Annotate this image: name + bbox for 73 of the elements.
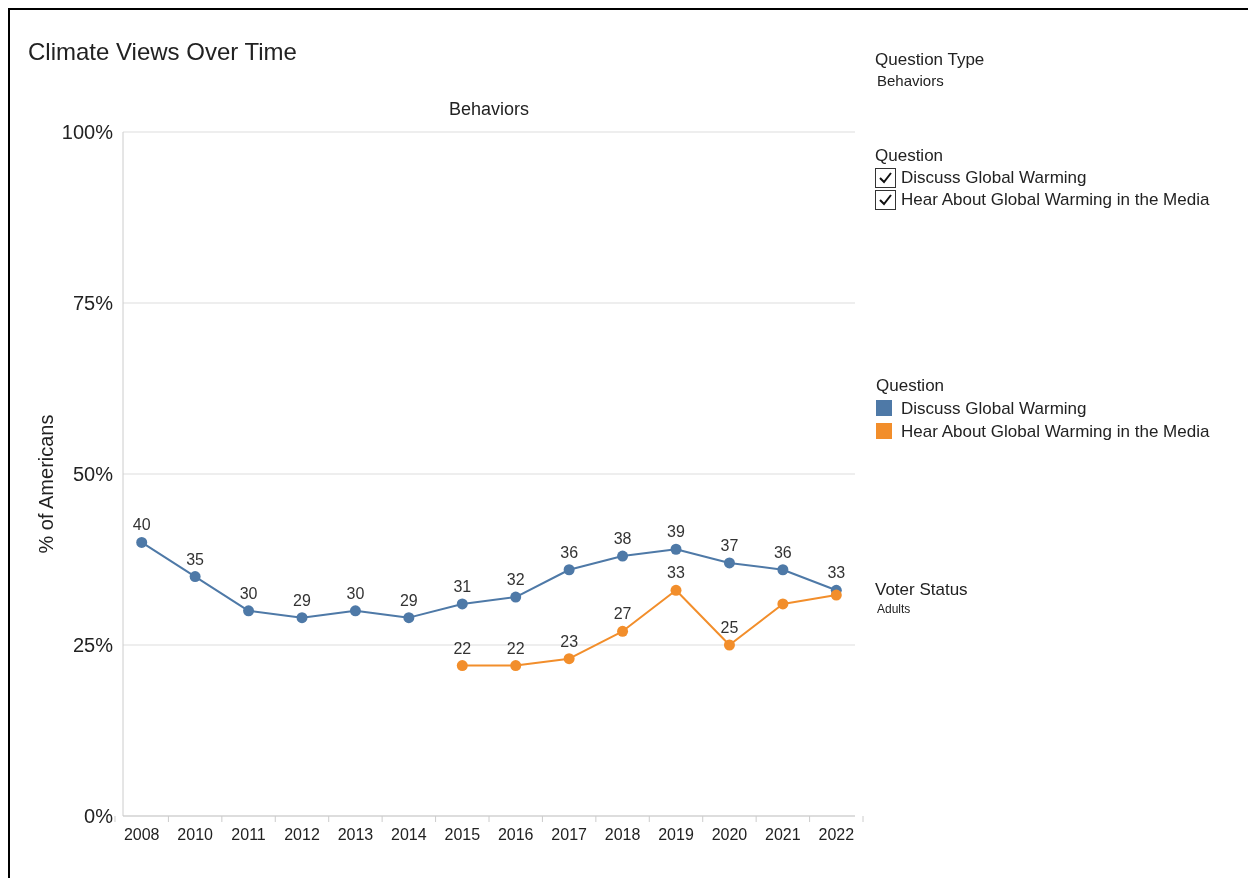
point — [456, 598, 468, 610]
point — [723, 557, 735, 569]
legend-label: Hear About Global Warming in the Media — [901, 422, 1210, 441]
data-label: 40 — [132, 516, 151, 534]
point — [349, 605, 361, 617]
point — [189, 571, 201, 583]
data-label: 33 — [827, 564, 846, 582]
point — [617, 625, 629, 637]
data-label: 38 — [613, 530, 632, 548]
point — [510, 591, 522, 603]
x-tick-label: 2022 — [818, 826, 855, 843]
point — [563, 564, 575, 576]
x-tick-label: 2011 — [231, 826, 266, 843]
text: Behaviors — [877, 72, 944, 89]
data-label: 30 — [346, 584, 365, 602]
data-label: 25 — [720, 619, 739, 636]
y-tick-label: 0% — [84, 805, 114, 827]
point — [723, 639, 735, 651]
text: Voter Status — [875, 580, 968, 599]
text: Discuss Global Warming — [901, 168, 1087, 187]
point — [510, 660, 522, 672]
point — [830, 589, 842, 601]
y-tick-label: 25% — [72, 634, 114, 656]
point — [777, 598, 789, 610]
data-label: 37 — [720, 536, 739, 554]
data-label: 35 — [186, 550, 205, 568]
x-tick-label: 2012 — [284, 826, 320, 843]
point — [777, 564, 789, 576]
legend-label: Discuss Global Warming — [901, 399, 1087, 418]
text: Question — [875, 146, 944, 165]
data-label: 23 — [560, 632, 579, 650]
data-label: 22 — [453, 639, 472, 657]
chart-subtitle: Behaviors — [448, 99, 530, 119]
chart-title: Climate Views Over Time — [28, 38, 297, 65]
point — [563, 653, 575, 665]
x-tick-label: 2020 — [711, 826, 748, 843]
x-tick-label: 2008 — [123, 826, 160, 843]
point — [670, 543, 682, 555]
data-label: 22 — [506, 639, 525, 657]
data-label: 29 — [399, 591, 418, 609]
x-tick-label: 2021 — [765, 826, 801, 843]
text: Adults — [877, 602, 911, 616]
x-tick-label: 2013 — [337, 826, 374, 843]
data-label: 31 — [453, 577, 472, 595]
y-tick-label: 100% — [61, 121, 114, 143]
y-axis-title: % of Americans — [35, 414, 57, 554]
legend-title: Question — [876, 376, 945, 395]
point — [296, 612, 308, 624]
data-label: 36 — [773, 543, 792, 561]
x-tick-label: 2010 — [177, 826, 214, 843]
x-tick-label: 2018 — [604, 826, 641, 843]
data-label: 33 — [667, 564, 686, 582]
x-tick-label: 2017 — [551, 826, 588, 843]
point — [136, 536, 148, 548]
x-tick-label: 2015 — [444, 826, 481, 843]
y-tick-label: 50% — [72, 463, 114, 485]
y-tick-label: 75% — [72, 292, 114, 314]
x-tick-label: 2014 — [391, 826, 427, 843]
data-label: 36 — [560, 543, 579, 561]
data-label: 39 — [667, 523, 686, 541]
point — [403, 612, 415, 624]
point — [617, 550, 629, 562]
point — [243, 605, 255, 617]
text: Hear About Global Warming in the Media — [901, 190, 1210, 209]
data-label: 29 — [293, 591, 311, 609]
data-label: 30 — [239, 584, 258, 602]
data-label: 32 — [506, 571, 525, 589]
x-tick-label: 2019 — [658, 826, 694, 843]
point — [670, 584, 682, 596]
x-tick-label: 2016 — [497, 826, 534, 843]
data-label: 27 — [613, 605, 632, 623]
point — [456, 660, 468, 672]
text: Question Type — [875, 50, 985, 69]
